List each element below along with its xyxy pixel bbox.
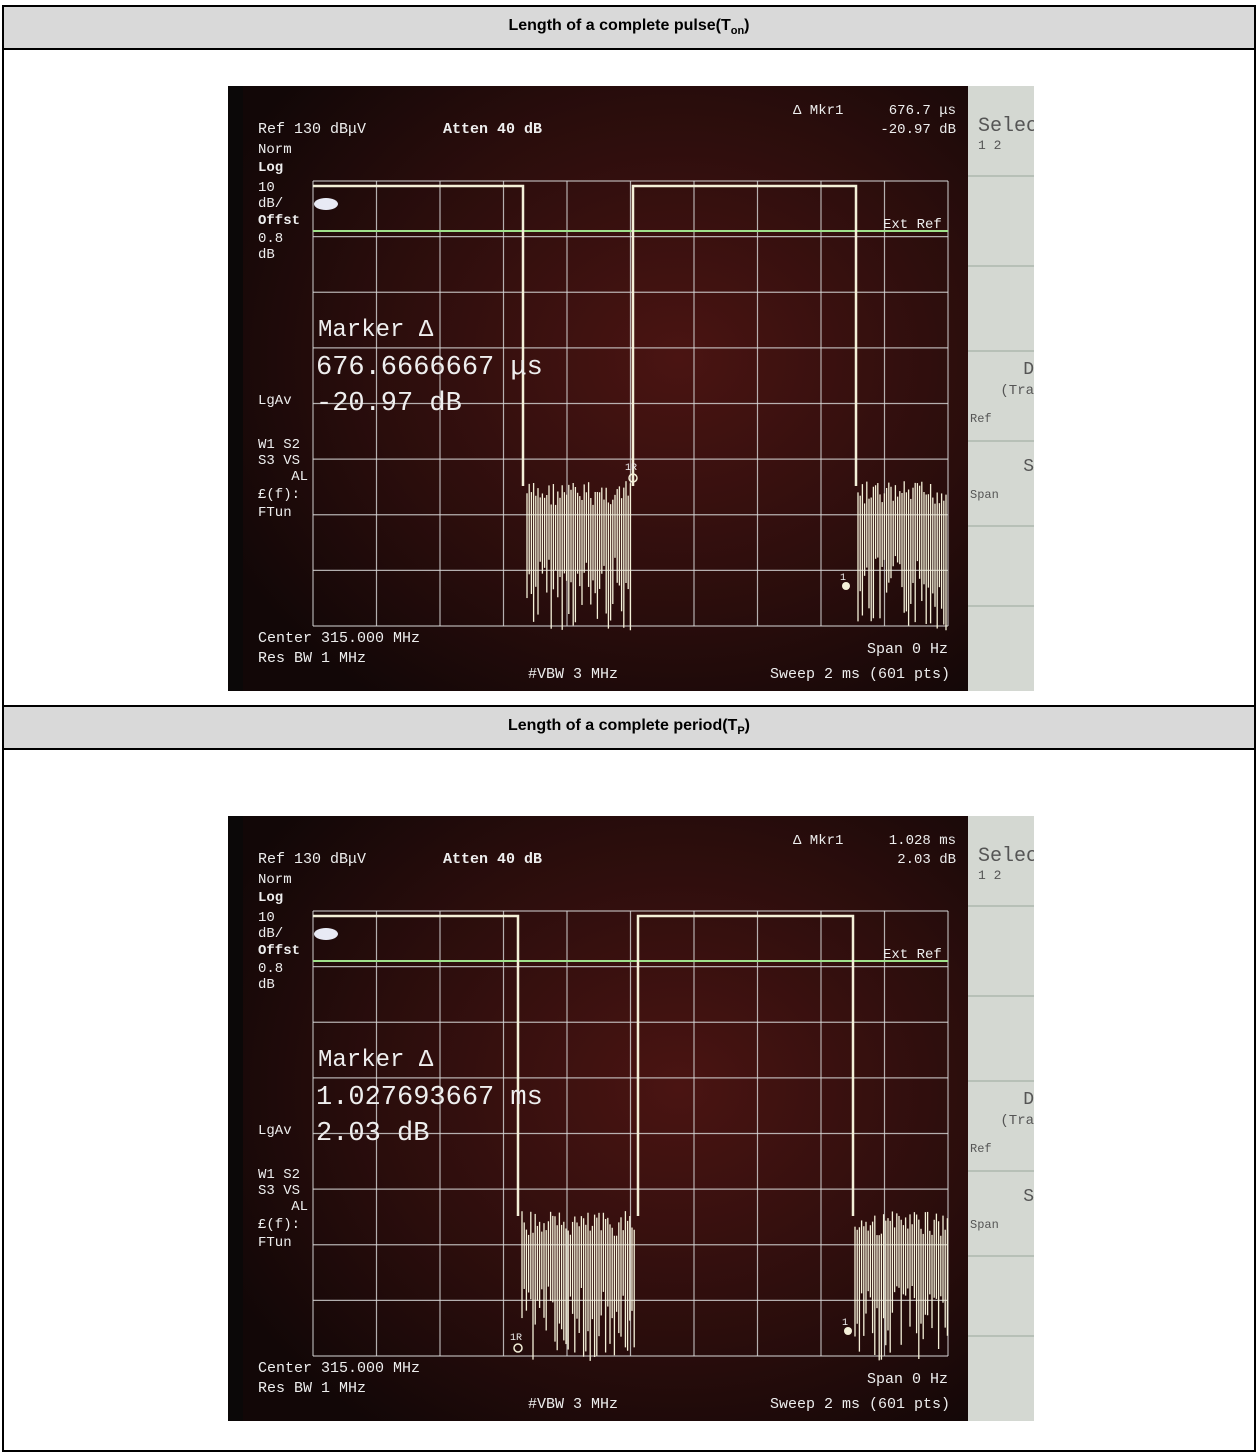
atten: Atten 40 dB <box>443 121 542 138</box>
res-bw: Res BW 1 MHz <box>258 650 366 667</box>
side-label: S3 VS <box>258 1183 300 1199</box>
sweep: Sweep 2 ms (601 pts) <box>770 666 950 683</box>
side-label: dB/ <box>258 196 283 212</box>
ref-marker <box>314 198 338 210</box>
header-text: Length of a complete period(T <box>507 717 738 735</box>
softkey: S <box>1023 457 1034 477</box>
side-label: dB/ <box>258 926 283 942</box>
trace <box>313 184 858 486</box>
header-text: ) <box>744 717 750 735</box>
side-label: W1 S2 <box>258 1167 300 1183</box>
side-label: 0.8 <box>258 961 283 977</box>
marker-label: Δ Mkr1 <box>793 103 843 119</box>
marker-ref-label: 1R <box>625 463 637 474</box>
side-label: W1 S2 <box>258 437 300 453</box>
marker-title: Marker Δ <box>318 317 434 344</box>
res-bw: Res BW 1 MHz <box>258 1380 366 1397</box>
side-label: 0.8 <box>258 231 283 247</box>
table: Length of a complete pulse(Ton) Ref 130 … <box>2 5 1256 1452</box>
softkey: Ref <box>970 1142 992 1156</box>
image-cell: Ref 130 dBμV Atten 40 dB Δ Mkr1 676.7 μs -20… <box>2 48 1256 707</box>
image-cell: Ref 130 dBμV Atten 40 dB Δ Mkr1 1.028 ms 2.0… <box>2 748 1256 1452</box>
ref-marker <box>314 928 338 940</box>
marker-db: -20.97 dB <box>880 122 956 138</box>
side-label: 10 <box>258 910 275 926</box>
softkey-panel <box>968 86 1034 691</box>
span: Span 0 Hz <box>867 1371 948 1388</box>
analyzer-photo: Ref 130 dBμV Atten 40 dB Δ Mkr1 1.028 ms 2.0… <box>228 816 1034 1421</box>
softkey: D <box>1023 1090 1034 1110</box>
marker-title: Marker Δ <box>318 1047 434 1074</box>
header-cell: Length of a complete period(TP) <box>2 705 1256 750</box>
side-label: Norm <box>258 142 292 158</box>
ref-level: Ref 130 dBμV <box>258 851 366 868</box>
marker-value: 676.7 μs <box>889 103 956 119</box>
header-sub: on <box>730 25 745 38</box>
side-label: AL <box>291 1199 308 1215</box>
side-label: Offst <box>258 943 300 959</box>
marker-value: 1.028 ms <box>889 833 956 849</box>
sweep: Sweep 2 ms (601 pts) <box>770 1396 950 1413</box>
marker-ref-label: 1R <box>510 1333 522 1344</box>
softkey: S <box>1023 1187 1034 1207</box>
side-label: £(f): <box>258 1217 300 1233</box>
softkey: Span <box>970 1218 999 1232</box>
span: Span 0 Hz <box>867 641 948 658</box>
marker-delta-label: 1 <box>842 1318 848 1329</box>
header-sub: P <box>737 725 745 738</box>
vbw: #VBW 3 MHz <box>528 666 618 683</box>
side-label: Log <box>258 160 283 176</box>
side-label: FTun <box>258 1235 292 1251</box>
softkey: Ref <box>970 412 992 426</box>
marker-delta-point <box>844 1327 852 1335</box>
marker-db-big: -20.97 dB <box>316 389 462 419</box>
marker-time: 1.027693667 ms <box>316 1083 543 1113</box>
side-label: FTun <box>258 505 292 521</box>
analyzer-photo: Ref 130 dBμV Atten 40 dB Δ Mkr1 676.7 μs -20… <box>228 86 1034 691</box>
side-label: Norm <box>258 872 292 888</box>
marker-ref-point <box>628 473 638 483</box>
side-label: £(f): <box>258 487 300 503</box>
ext-ref: Ext Ref <box>883 217 942 233</box>
header-text: Length of a complete pulse(T <box>508 17 731 35</box>
marker-delta-point <box>842 582 850 590</box>
center-freq: Center 315.000 MHz <box>258 1360 420 1377</box>
side-label: dB <box>258 977 275 993</box>
softkey: 1 2 <box>978 138 1001 153</box>
softkey: Span <box>970 488 999 502</box>
marker-label: Δ Mkr1 <box>793 833 843 849</box>
header-cell: Length of a complete pulse(Ton) <box>2 5 1256 50</box>
side-label: Offst <box>258 213 300 229</box>
softkey: Selec <box>978 115 1034 138</box>
marker-delta-label: 1 <box>840 573 846 584</box>
side-label: Log <box>258 890 283 906</box>
marker-db: 2.03 dB <box>897 852 956 868</box>
softkey: (Tra <box>1000 383 1034 399</box>
side-label: LgAv <box>258 1123 292 1139</box>
vbw: #VBW 3 MHz <box>528 1396 618 1413</box>
marker-ref-point <box>513 1343 523 1353</box>
softkey-panel <box>968 816 1034 1421</box>
atten: Atten 40 dB <box>443 851 542 868</box>
softkey: D <box>1023 360 1034 380</box>
softkey: (Tra <box>1000 1113 1034 1129</box>
side-label: dB <box>258 247 275 263</box>
side-label: S3 VS <box>258 453 300 469</box>
marker-time: 676.6666667 μs <box>316 353 543 383</box>
ext-ref: Ext Ref <box>883 947 942 963</box>
side-label: AL <box>291 469 308 485</box>
side-label: 10 <box>258 180 275 196</box>
side-label: LgAv <box>258 393 292 409</box>
header-text: ) <box>744 17 750 35</box>
marker-db-big: 2.03 dB <box>316 1119 429 1149</box>
softkey: Selec <box>978 845 1034 868</box>
trace <box>313 914 855 1216</box>
ref-level: Ref 130 dBμV <box>258 121 366 138</box>
softkey: 1 2 <box>978 868 1001 883</box>
center-freq: Center 315.000 MHz <box>258 630 420 647</box>
